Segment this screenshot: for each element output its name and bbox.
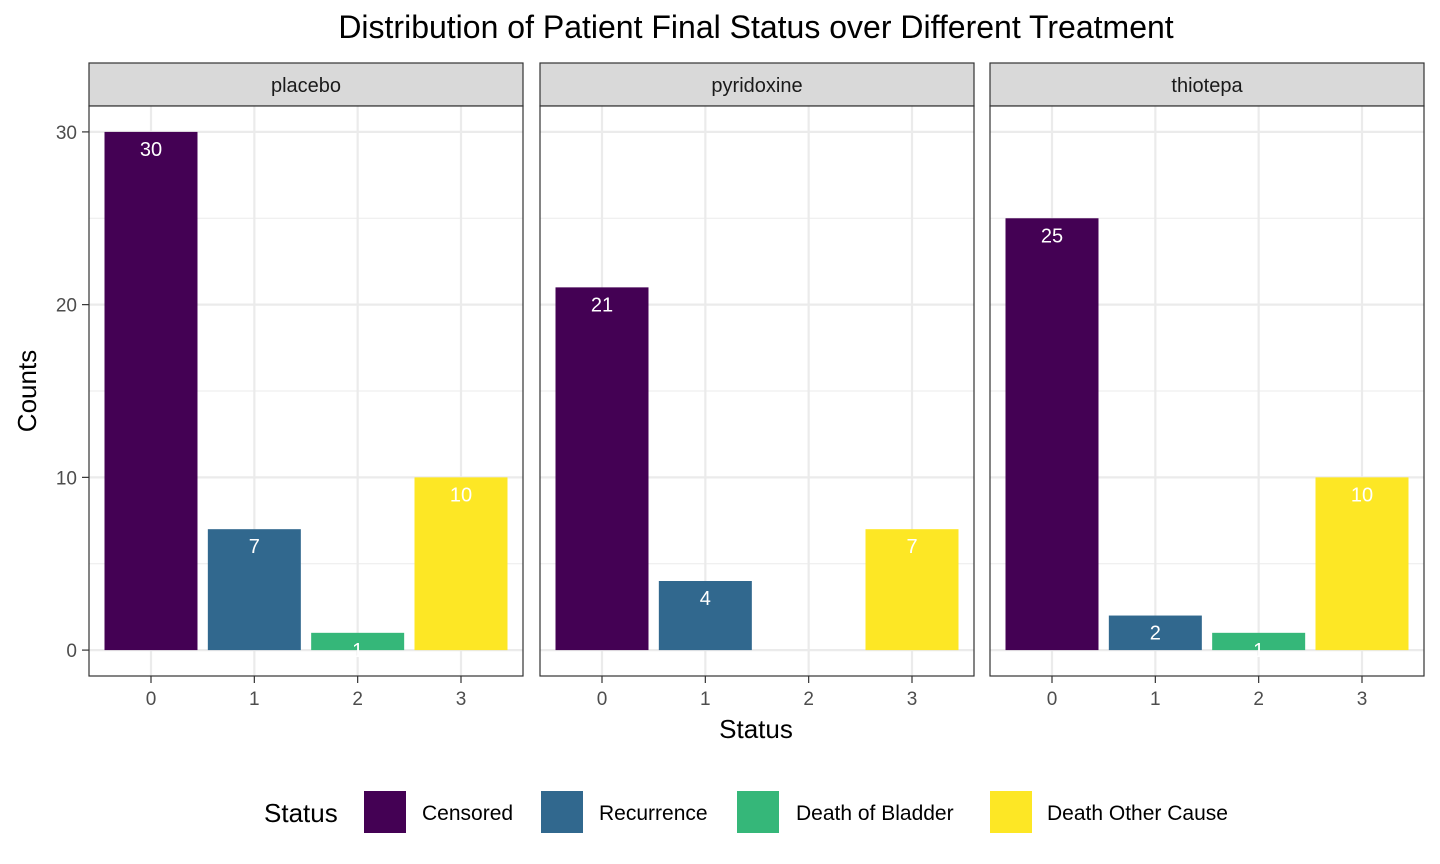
x-tick-label: 2 xyxy=(803,689,814,710)
legend-title: Status xyxy=(264,798,338,828)
facet-strip xyxy=(989,62,1425,107)
legend-key xyxy=(990,791,1032,833)
panel-border xyxy=(989,105,1425,677)
bar-value-label: 1 xyxy=(352,640,363,662)
bar xyxy=(1315,477,1409,651)
bar xyxy=(555,287,649,651)
bar-value-label: 7 xyxy=(906,536,917,558)
bar-value-label: 30 xyxy=(140,139,162,161)
x-axis-title: Status xyxy=(719,714,793,744)
legend-key xyxy=(541,791,583,833)
y-tick-label: 30 xyxy=(56,123,77,144)
x-tick-label: 3 xyxy=(456,689,467,710)
y-tick-label: 10 xyxy=(56,468,77,489)
x-tick-label: 0 xyxy=(1047,689,1058,710)
x-tick-label: 0 xyxy=(597,689,608,710)
bar-value-label: 7 xyxy=(249,536,260,558)
panel-border xyxy=(539,105,975,677)
x-tick-label: 1 xyxy=(1150,689,1161,710)
legend: Status Censored Recurrence Death of Bladde… xyxy=(264,791,1228,833)
x-tick-label: 3 xyxy=(1357,689,1368,710)
x-tick-label: 1 xyxy=(700,689,711,710)
bar xyxy=(1005,218,1099,651)
facet-strip-label: placebo xyxy=(271,75,341,97)
x-tick-label: 0 xyxy=(146,689,157,710)
legend-key xyxy=(364,791,406,833)
bar xyxy=(311,632,405,651)
legend-label: Death of Bladder xyxy=(796,802,954,825)
facet-strip xyxy=(88,62,524,107)
bar xyxy=(104,131,198,651)
bar xyxy=(658,581,752,651)
bar xyxy=(1212,632,1306,651)
x-tick-label: 1 xyxy=(249,689,260,710)
bar-value-label: 10 xyxy=(1351,484,1373,506)
bar-value-label: 1 xyxy=(1253,640,1264,662)
panel-border xyxy=(88,105,524,677)
facet-panel-pyridoxine: pyridoxine 21 4 7 0 1 2 3 xyxy=(539,62,975,710)
bar xyxy=(414,477,508,651)
chart-title: Distribution of Patient Final Status ove… xyxy=(338,9,1173,45)
bar-value-label: 21 xyxy=(591,294,613,316)
bar xyxy=(207,529,301,651)
legend-key xyxy=(737,791,779,833)
bar xyxy=(1108,615,1202,651)
facet-panel-thiotepa: thiotepa 25 2 1 10 0 1 2 3 xyxy=(989,62,1425,710)
x-tick-label: 2 xyxy=(1253,689,1264,710)
y-tick-label: 0 xyxy=(66,641,77,662)
bar-value-label: 25 xyxy=(1041,225,1063,247)
y-axis-title: Counts xyxy=(12,350,42,432)
facet-strip-label: pyridoxine xyxy=(711,75,802,97)
legend-label: Death Other Cause xyxy=(1047,802,1228,825)
facet-strip-label: thiotepa xyxy=(1171,75,1243,97)
legend-label: Censored xyxy=(422,802,513,825)
y-tick-label: 20 xyxy=(56,296,77,317)
legend-label: Recurrence xyxy=(599,802,708,825)
bar-value-label: 2 xyxy=(1150,623,1161,645)
bar-value-label: 4 xyxy=(700,588,711,610)
bar xyxy=(865,529,959,651)
facet-strip xyxy=(539,62,975,107)
bar-value-label: 10 xyxy=(450,484,472,506)
x-tick-label: 3 xyxy=(907,689,918,710)
x-tick-label: 2 xyxy=(352,689,363,710)
